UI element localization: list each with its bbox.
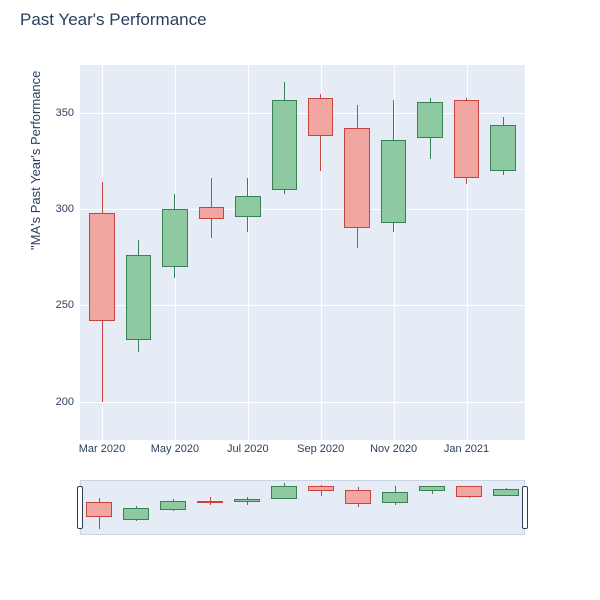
mini-candle-body xyxy=(382,492,408,504)
y-tick-label: 350 xyxy=(56,107,74,119)
candle-body xyxy=(381,140,407,223)
candle-body xyxy=(308,98,334,136)
x-tick-label: May 2020 xyxy=(151,443,199,455)
range-handle-right[interactable] xyxy=(522,486,528,529)
mini-candle-body xyxy=(123,508,149,520)
candle-body xyxy=(490,125,516,171)
mini-candle-body xyxy=(160,501,186,509)
x-tick-labels: Mar 2020 May 2020 Jul 2020 Sep 2020 Nov 2020… xyxy=(80,443,525,463)
candles-container xyxy=(80,65,525,440)
candle-body xyxy=(126,255,152,340)
x-tick-label: Nov 2020 xyxy=(370,443,417,455)
range-handle-left[interactable] xyxy=(77,486,83,529)
range-slider[interactable] xyxy=(80,480,525,535)
mini-candle-body xyxy=(493,489,519,496)
mini-candles-container xyxy=(81,481,524,534)
candle-body xyxy=(89,213,115,321)
candle-body xyxy=(454,100,480,179)
mini-candle-body xyxy=(308,486,334,491)
candle-body xyxy=(199,207,225,219)
mini-candle-body xyxy=(271,486,297,499)
mini-candle-body xyxy=(234,499,260,502)
y-axis-label: "MA's Past Year's Performance xyxy=(28,71,43,250)
y-tick-label: 200 xyxy=(56,396,74,408)
x-tick-label: Jul 2020 xyxy=(227,443,269,455)
y-tick-label: 250 xyxy=(56,299,74,311)
x-tick-label: Sep 2020 xyxy=(297,443,344,455)
candle-body xyxy=(417,102,443,139)
candle-body xyxy=(162,209,188,267)
mini-candle-body xyxy=(197,501,223,503)
candle-body xyxy=(272,100,298,190)
candle-body xyxy=(235,196,261,217)
mini-candle-body xyxy=(419,486,445,491)
y-tick-labels: 200 250 300 350 xyxy=(46,65,74,440)
mini-candle-body xyxy=(345,490,371,504)
x-tick-label: Jan 2021 xyxy=(444,443,489,455)
x-tick-label: Mar 2020 xyxy=(79,443,125,455)
mini-candle-body xyxy=(456,486,482,497)
chart-title: Past Year's Performance xyxy=(20,10,207,30)
y-tick-label: 300 xyxy=(56,203,74,215)
mini-candle-body xyxy=(86,502,112,517)
candle-body xyxy=(344,128,370,228)
main-chart-area xyxy=(80,65,525,440)
